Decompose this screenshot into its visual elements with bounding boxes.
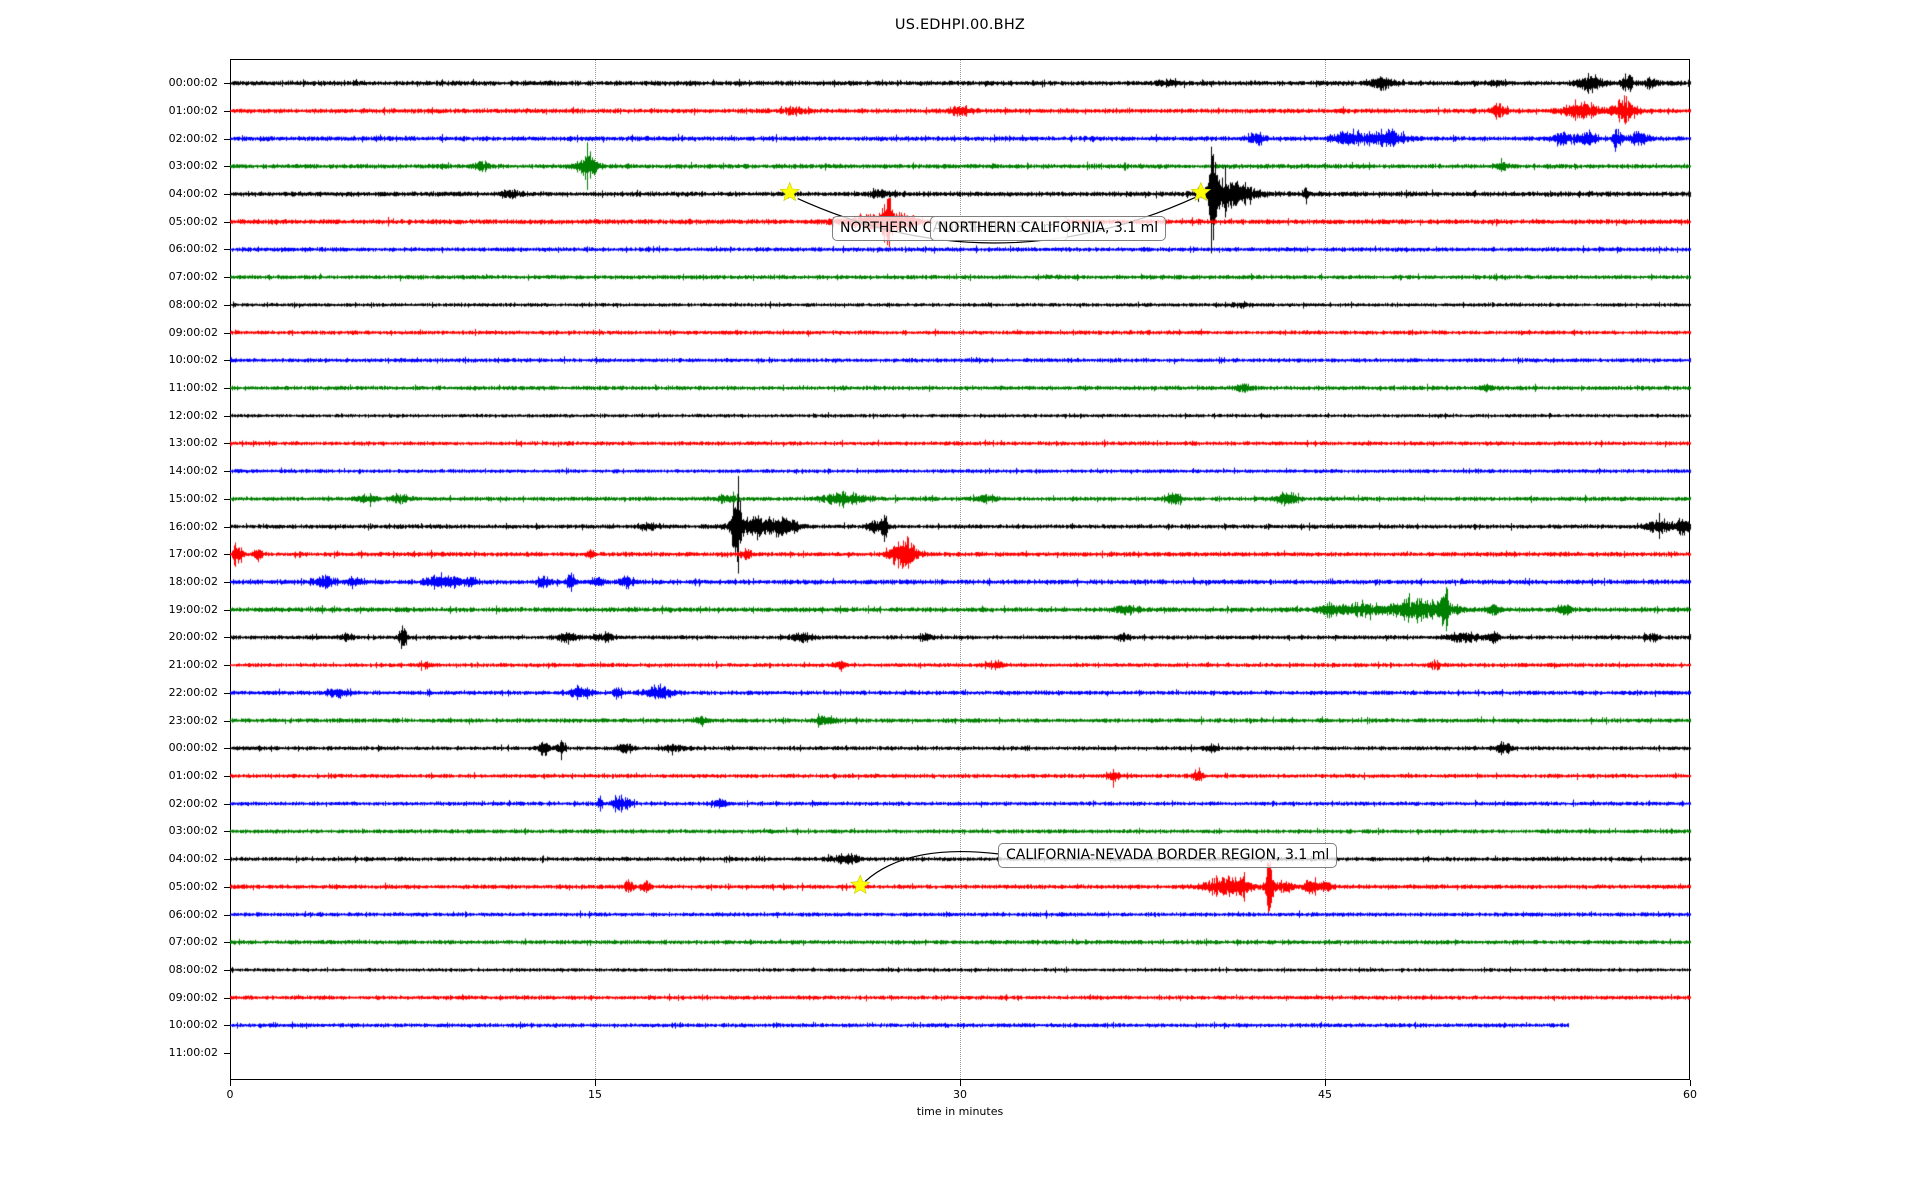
y-tick-mark bbox=[224, 499, 230, 500]
y-tick-label: 03:00:02 bbox=[168, 824, 218, 838]
x-tick-label: 60 bbox=[1683, 1088, 1697, 1101]
y-tick-mark bbox=[224, 665, 230, 666]
y-tick-mark bbox=[224, 748, 230, 749]
y-tick-label: 17:00:02 bbox=[168, 547, 218, 561]
x-tick-label: 30 bbox=[953, 1088, 967, 1101]
y-tick-mark bbox=[224, 1025, 230, 1026]
y-tick-mark bbox=[224, 637, 230, 638]
y-tick-label: 07:00:02 bbox=[168, 270, 218, 284]
x-tick-mark bbox=[230, 1080, 231, 1086]
y-tick-mark bbox=[224, 388, 230, 389]
y-tick-label: 13:00:02 bbox=[168, 436, 218, 450]
event-star-icon bbox=[779, 181, 800, 202]
y-tick-mark bbox=[224, 139, 230, 140]
y-tick-label: 20:00:02 bbox=[168, 630, 218, 644]
y-tick-mark bbox=[224, 554, 230, 555]
x-tick-mark bbox=[1690, 1080, 1691, 1086]
y-tick-mark bbox=[224, 859, 230, 860]
event-annotation: CALIFORNIA-NEVADA BORDER REGION, 3.1 ml bbox=[998, 843, 1338, 868]
leader-line bbox=[864, 850, 1000, 882]
x-tick-label: 0 bbox=[226, 1088, 234, 1101]
y-tick-label: 16:00:02 bbox=[168, 519, 218, 533]
y-tick-label: 11:00:02 bbox=[168, 381, 218, 394]
y-tick-label: 02:00:02 bbox=[168, 796, 218, 810]
y-tick-mark bbox=[224, 416, 230, 417]
x-tick-mark bbox=[960, 1080, 961, 1086]
y-tick-label: 09:00:02 bbox=[168, 325, 218, 339]
y-tick-mark bbox=[224, 222, 230, 223]
y-tick-label: 08:00:02 bbox=[168, 297, 218, 311]
y-tick-label: 07:00:02 bbox=[168, 935, 218, 949]
y-tick-mark bbox=[224, 776, 230, 777]
y-tick-mark bbox=[224, 1053, 230, 1054]
y-tick-label: 12:00:02 bbox=[168, 408, 218, 422]
x-tick-mark bbox=[1325, 1080, 1326, 1086]
y-tick-label: 00:00:02 bbox=[168, 741, 218, 755]
y-tick-label: 10:00:02 bbox=[168, 353, 218, 367]
y-tick-label: 01:00:02 bbox=[168, 768, 218, 782]
event-star-icon bbox=[1190, 181, 1212, 202]
y-tick-label: 04:00:02 bbox=[168, 852, 218, 866]
y-tick-label: 00:00:02 bbox=[168, 76, 218, 90]
x-tick-label: 45 bbox=[1318, 1088, 1332, 1101]
y-tick-mark bbox=[224, 249, 230, 250]
y-tick-mark bbox=[224, 83, 230, 84]
y-tick-mark bbox=[224, 527, 230, 528]
y-tick-label: 10:00:02 bbox=[168, 1018, 218, 1032]
y-tick-mark bbox=[224, 333, 230, 334]
y-tick-mark bbox=[224, 804, 230, 805]
y-tick-mark bbox=[224, 166, 230, 167]
y-tick-mark bbox=[224, 915, 230, 916]
y-tick-mark bbox=[224, 970, 230, 971]
y-tick-mark bbox=[224, 610, 230, 611]
y-tick-mark bbox=[224, 360, 230, 361]
y-tick-mark bbox=[224, 887, 230, 888]
y-tick-mark bbox=[224, 277, 230, 278]
y-tick-mark bbox=[224, 831, 230, 832]
x-tick-mark bbox=[595, 1080, 596, 1086]
y-tick-mark bbox=[224, 443, 230, 444]
y-tick-label: 22:00:02 bbox=[168, 685, 218, 699]
y-tick-mark bbox=[224, 998, 230, 999]
y-tick-label: 06:00:02 bbox=[168, 907, 218, 921]
y-tick-mark bbox=[224, 111, 230, 112]
y-tick-label: 03:00:02 bbox=[168, 159, 218, 173]
x-tick-label: 15 bbox=[588, 1088, 602, 1101]
y-tick-label: 19:00:02 bbox=[168, 602, 218, 616]
y-tick-label: 11:00:02 bbox=[168, 1046, 218, 1060]
y-tick-label: 09:00:02 bbox=[168, 990, 218, 1004]
y-tick-label: 05:00:02 bbox=[168, 214, 218, 228]
y-tick-mark bbox=[224, 721, 230, 722]
y-tick-mark bbox=[224, 582, 230, 583]
y-tick-mark bbox=[224, 305, 230, 306]
event-annotation: NORTHERN CALIFORNIA, 3.1 ml bbox=[930, 216, 1167, 241]
y-tick-mark bbox=[224, 942, 230, 943]
y-tick-label: 15:00:02 bbox=[168, 491, 218, 505]
y-tick-label: 08:00:02 bbox=[168, 962, 218, 976]
y-tick-label: 18:00:02 bbox=[168, 574, 218, 588]
y-tick-label: 21:00:02 bbox=[168, 658, 218, 672]
y-tick-mark bbox=[224, 194, 230, 195]
y-tick-label: 04:00:02 bbox=[168, 187, 218, 201]
y-tick-mark bbox=[224, 693, 230, 694]
y-tick-label: 05:00:02 bbox=[168, 879, 218, 893]
y-tick-mark bbox=[224, 471, 230, 472]
event-star-icon bbox=[849, 874, 871, 895]
y-tick-label: 02:00:02 bbox=[168, 131, 218, 145]
y-tick-label: 14:00:02 bbox=[168, 464, 218, 478]
y-tick-label: 23:00:02 bbox=[168, 713, 218, 727]
y-tick-label: 01:00:02 bbox=[168, 103, 218, 117]
y-tick-label: 06:00:02 bbox=[168, 242, 218, 256]
